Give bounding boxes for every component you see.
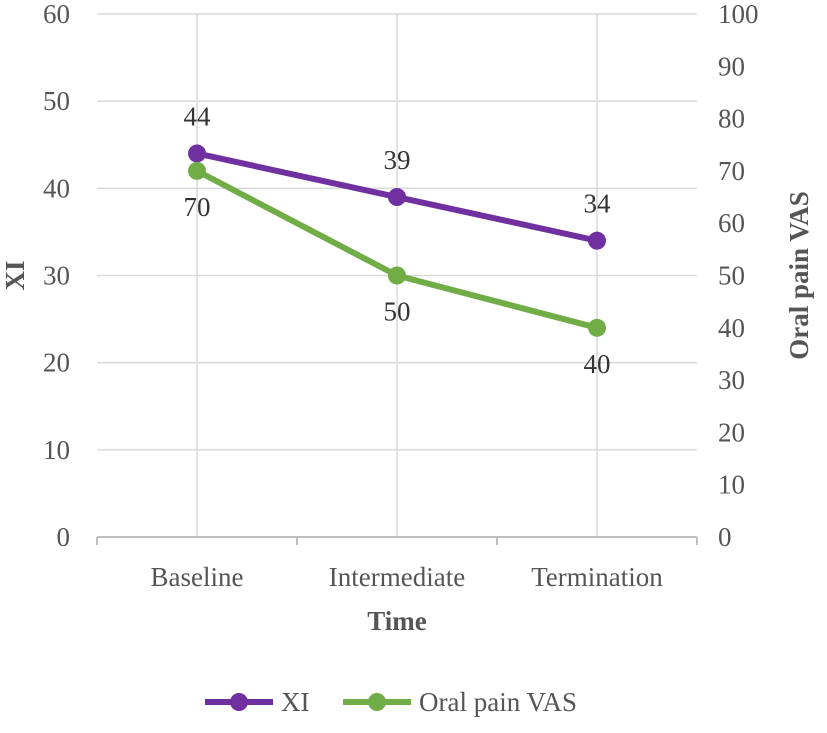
y2-tick-label: 70 <box>718 156 745 186</box>
legend-label-xi: XI <box>281 687 310 717</box>
x-tick-label: Baseline <box>151 562 244 592</box>
y-axis-title: XI <box>0 260 30 290</box>
data-label-oral-pain-vas: 40 <box>584 349 611 379</box>
data-label-oral-pain-vas: 70 <box>184 192 211 222</box>
y2-tick-label: 20 <box>718 417 745 447</box>
y-tick-label: 30 <box>43 261 70 291</box>
y2-tick-label: 60 <box>718 208 745 238</box>
y2-tick-label: 50 <box>718 261 745 291</box>
x-axis-title: Time <box>367 606 427 636</box>
y2-tick-label: 10 <box>718 470 745 500</box>
y-tick-label: 40 <box>43 173 70 203</box>
y-tick-label: 20 <box>43 348 70 378</box>
y2-tick-label: 100 <box>718 0 759 29</box>
y-tick-label: 10 <box>43 435 70 465</box>
data-label-xi: 39 <box>384 145 411 175</box>
data-label-xi: 34 <box>584 189 612 219</box>
data-label-xi: 44 <box>184 101 212 131</box>
y2-axis-title: Oral pain VAS <box>784 191 814 360</box>
y2-tick-label: 80 <box>718 104 745 134</box>
y-tick-label: 60 <box>43 0 70 29</box>
data-point-xi <box>188 144 206 163</box>
y2-tick-label: 40 <box>718 313 745 343</box>
y2-tick-label: 0 <box>718 522 732 552</box>
legend-marker-xi <box>230 693 248 711</box>
x-tick-label: Termination <box>531 562 663 592</box>
data-point-xi <box>388 188 406 207</box>
data-label-oral-pain-vas: 50 <box>384 297 411 327</box>
legend-marker-oral-pain-vas <box>368 693 386 711</box>
legend-label-oral-pain-vas: Oral pain VAS <box>419 687 577 717</box>
y-tick-label: 50 <box>43 86 70 116</box>
data-point-xi <box>588 231 606 250</box>
x-tick-label: Intermediate <box>329 562 465 592</box>
data-point-oral-pain-vas <box>588 318 606 337</box>
data-point-oral-pain-vas <box>388 266 406 285</box>
y-tick-label: 0 <box>57 522 71 552</box>
data-point-oral-pain-vas <box>188 161 206 180</box>
y2-tick-label: 90 <box>718 51 745 81</box>
y2-tick-label: 30 <box>718 365 745 395</box>
